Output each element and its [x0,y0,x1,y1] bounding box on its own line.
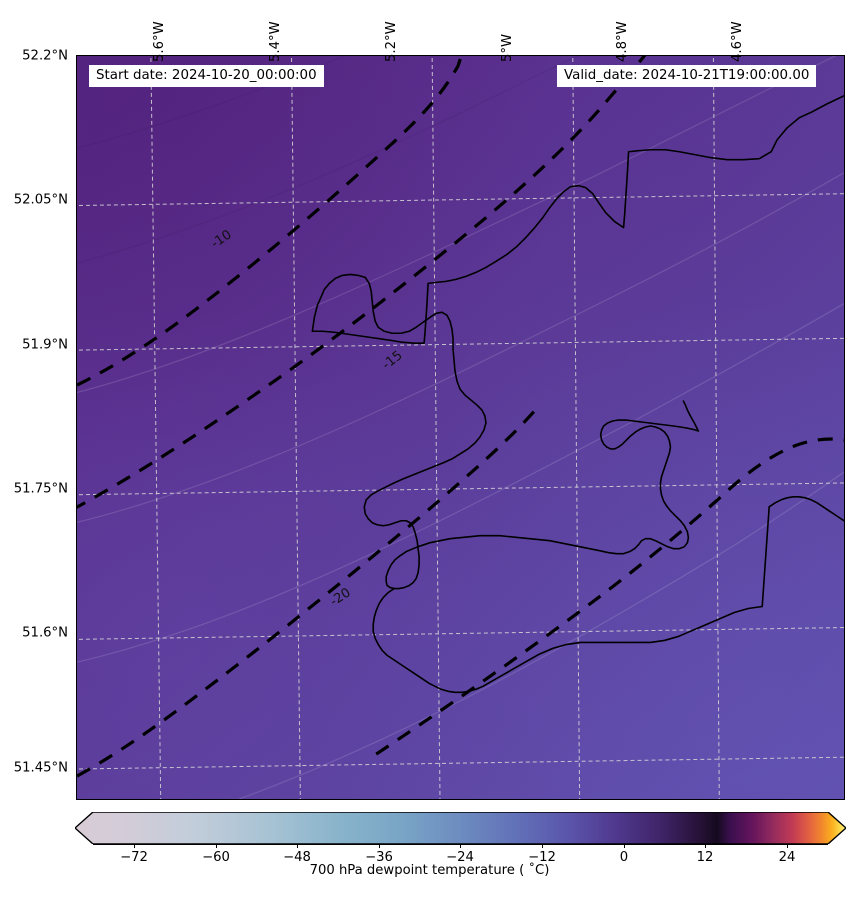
xtick-label-5.6W: 5.6°W [152,21,167,62]
ytick-label-52.2: 52.2°N [22,48,68,64]
cb-tick--72 [134,844,135,848]
cb-tick--60 [216,844,217,848]
xtick-label-5.4W: 5.4°W [268,21,283,62]
temperature-shading [77,56,844,799]
cb-tick-label--60: −60 [202,850,230,865]
ytick-label-51.45: 51.45°N [13,760,68,776]
cb-tick-label--48: −48 [283,850,311,865]
cb-tick-12 [705,844,706,848]
valid-date-annotation: Valid_date: 2024-10-21T19:00:00.00 [557,65,817,88]
cb-tick-label-0: 0 [619,850,629,865]
cb-tick--36 [379,844,380,848]
ytick-label-51.75: 51.75°N [13,481,68,497]
contour-lines [77,56,844,778]
colorbar-gradient [75,812,846,844]
map-axes[interactable]: -10 -15 -20 [76,55,845,800]
ytick-label-51.9: 51.9°N [22,337,68,353]
contour--20 [77,406,540,778]
coastline [311,95,844,694]
cb-tick-0 [624,844,625,848]
xtick-label-4.6W: 4.6°W [730,21,745,62]
colorbar-title: 700 hPa dewpoint temperature ( ˚C) [309,863,550,878]
cb-tick-label--36: −36 [365,850,393,865]
cb-tick--48 [297,844,298,848]
cb-tick-label--72: −72 [120,850,148,865]
cb-tick-label--12: −12 [528,850,556,865]
contour--15 [77,56,647,509]
cb-tick-label-12: 12 [696,850,714,865]
cb-tick--24 [460,844,461,848]
cb-tick-label-24: 24 [778,850,796,865]
cb-tick-24 [787,844,788,848]
xtick-label-5.2W: 5.2°W [384,21,399,62]
cb-tick--12 [542,844,543,848]
xtick-label-4.8W: 4.8°W [615,21,630,62]
start-date-annotation: Start date: 2024-10-20_00:00:00 [89,65,324,88]
ytick-label-51.6: 51.6°N [22,625,68,641]
contour--10 [77,56,464,387]
cb-tick-label--24: −24 [446,850,474,865]
ytick-label-52.05: 52.05°N [13,192,68,208]
map-plot [77,56,844,799]
contour--15-arc [375,437,844,756]
colorbar[interactable]: −72 −60 −48 −36 −24 −12 0 12 24 [75,812,846,865]
xtick-label-5W: 5°W [500,33,515,62]
